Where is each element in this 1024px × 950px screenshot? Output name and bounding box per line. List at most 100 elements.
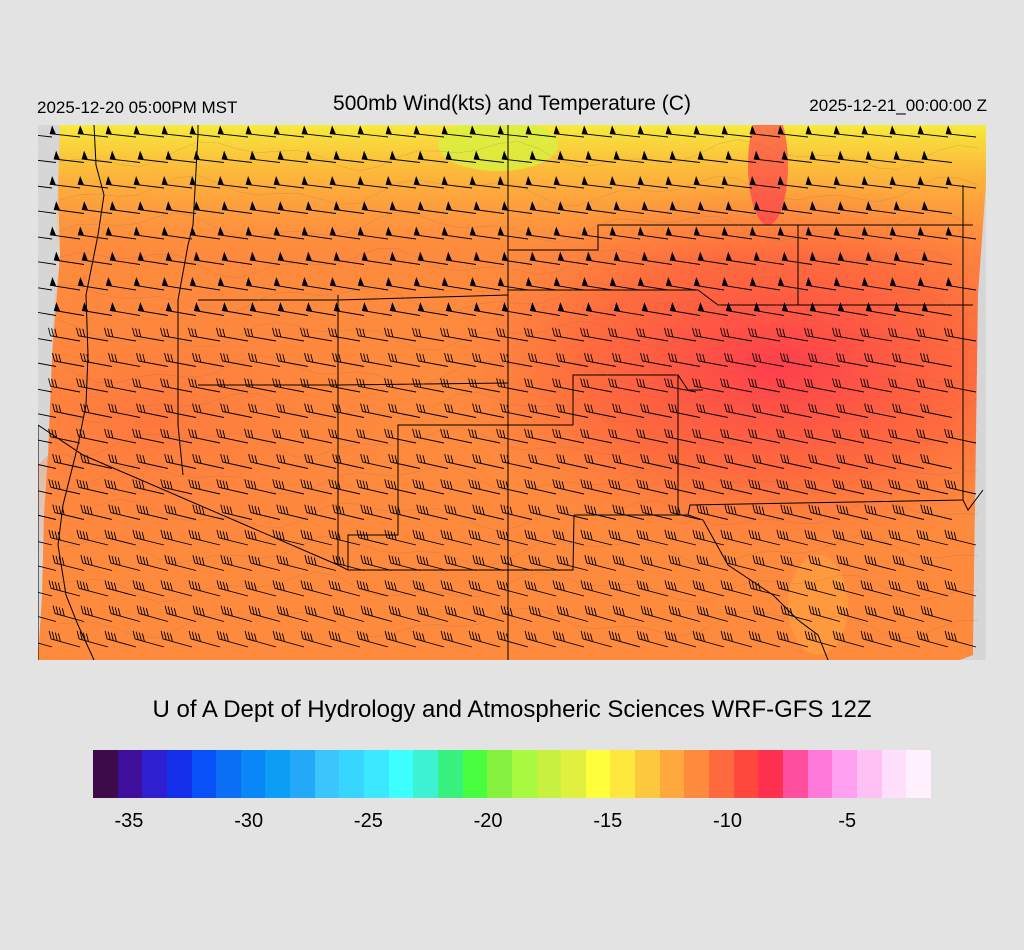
wind-barb [692, 327, 725, 342]
wind-barb [833, 276, 865, 291]
wind-barb [860, 378, 893, 393]
wind-barb [249, 251, 281, 265]
wind-barb [164, 352, 197, 367]
wind-barb [304, 453, 337, 469]
wind-barb [496, 580, 529, 597]
wind-barb [584, 554, 617, 571]
wind-barb [612, 504, 645, 520]
wind-barb [220, 453, 253, 469]
legend-swatch [93, 750, 118, 798]
wind-barb [500, 453, 533, 469]
wind-barb [440, 428, 473, 444]
legend-swatch [462, 750, 488, 798]
wind-barb [388, 453, 421, 469]
wind-barb [836, 453, 869, 469]
wind-barb [276, 352, 309, 367]
wind-barb [38, 388, 53, 393]
wind-barb [916, 479, 949, 495]
wind-barb [888, 428, 921, 444]
terrain-contour [57, 535, 979, 566]
wind-barb [668, 453, 701, 469]
wind-barb [305, 302, 337, 316]
terrain-contour [57, 498, 979, 532]
wind-barb [361, 150, 393, 163]
wind-barb [581, 276, 613, 291]
boundary-line [508, 289, 973, 306]
wind-barb [553, 175, 585, 189]
wind-barb [329, 276, 361, 291]
wind-barb [777, 125, 809, 138]
wind-barb [893, 150, 925, 163]
wind-barb [193, 201, 225, 214]
wind-barb [525, 175, 557, 189]
wind-barb [220, 605, 253, 622]
legend-swatch [364, 750, 389, 798]
wind-barb [916, 630, 949, 648]
wind-barb [524, 529, 557, 546]
wind-barb [329, 125, 361, 138]
wind-barb [860, 327, 893, 342]
wind-barb [384, 630, 417, 648]
wind-barb [692, 378, 725, 393]
map-title: 500mb Wind(kts) and Temperature (C) [333, 92, 691, 115]
wind-barb [749, 276, 781, 291]
wind-barb [193, 251, 225, 265]
wind-barb [38, 261, 57, 265]
wind-barb [861, 276, 893, 291]
wind-barb [137, 201, 169, 214]
wind-barb [637, 175, 669, 189]
wind-barb [360, 403, 393, 418]
wind-barb [776, 428, 809, 444]
wind-barb [132, 479, 165, 495]
wind-barb [361, 302, 393, 316]
wind-barb [245, 226, 277, 240]
wind-barb [52, 605, 85, 622]
wind-barb [468, 327, 501, 342]
legend-swatch [339, 750, 365, 798]
wind-barb [328, 378, 361, 393]
wind-barb [217, 175, 249, 189]
wind-barb [49, 276, 81, 291]
wind-barb [696, 403, 729, 418]
wind-barb [357, 125, 389, 138]
wind-barb [416, 453, 449, 469]
wind-barb [497, 125, 529, 138]
wind-barb [528, 453, 561, 469]
wind-barb [332, 504, 365, 520]
wind-barb [104, 580, 137, 597]
wind-barb [189, 226, 221, 240]
wind-barb [160, 529, 193, 546]
wind-barb [580, 479, 613, 495]
legend-swatch [191, 750, 217, 798]
wind-barb [444, 605, 477, 622]
wind-barb [38, 591, 53, 597]
wind-barb [360, 605, 393, 622]
wind-barb [132, 428, 165, 444]
wind-barb [613, 302, 645, 316]
wind-barb [861, 226, 893, 240]
wind-barb [188, 327, 221, 342]
wind-barb [38, 362, 57, 367]
wind-barb [696, 554, 729, 571]
wind-barb [413, 125, 445, 138]
wind-barb [133, 226, 165, 240]
wind-barb [276, 554, 309, 571]
wind-barb [469, 226, 501, 240]
wind-barb [888, 378, 921, 393]
legend-swatch [684, 750, 710, 798]
wind-barb [920, 453, 953, 469]
legend-swatch [290, 750, 315, 798]
wind-barb [864, 352, 897, 367]
wind-barb [161, 175, 193, 189]
wind-barb [388, 403, 421, 418]
wind-barb [581, 175, 613, 189]
wind-barb [48, 630, 81, 648]
wind-barb [664, 428, 697, 444]
wind-barb [888, 327, 921, 342]
wind-barb [664, 580, 697, 597]
wind-barb [216, 479, 249, 495]
wind-barb [808, 554, 841, 571]
wind-barb [356, 378, 389, 393]
boundary-line [508, 224, 973, 251]
wind-barb [557, 201, 589, 214]
